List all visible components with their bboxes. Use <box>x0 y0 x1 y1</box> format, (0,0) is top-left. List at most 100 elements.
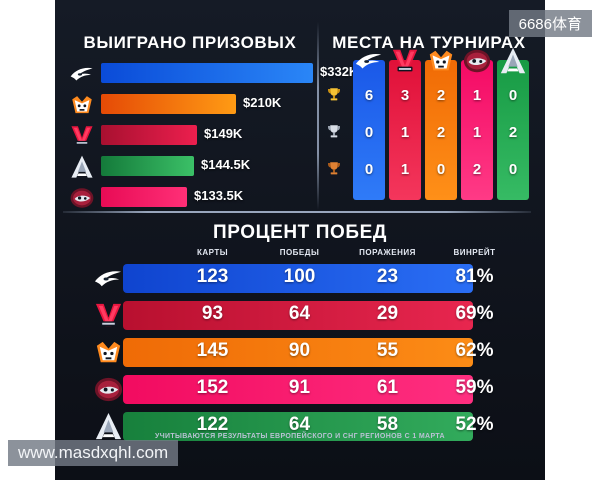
placement-count-bronze: 0 <box>508 161 518 178</box>
winrate-table-row: 122 64 58 52% <box>55 410 545 443</box>
prize-value-label: $144.5K <box>201 157 251 172</box>
placement-count-gold: 2 <box>436 87 446 104</box>
winrate-column-header: ПОРАЖЕНИЯ <box>359 248 416 257</box>
placement-count-gold: 1 <box>472 87 482 104</box>
watermark-top-right: 6686体育 <box>508 10 592 37</box>
hellraisers-logo <box>462 46 492 76</box>
winrate-cell-maps: 152 <box>196 377 229 398</box>
silver-trophy-icon <box>324 123 344 143</box>
winrate-table-body: 123 100 23 81% 93 64 29 69% 145 90 55 62% 152 91 61 59%… <box>55 262 545 447</box>
prize-value-label: $332K <box>320 64 359 79</box>
placement-column: 6 0 0 <box>353 53 385 200</box>
vpprodigy-logo <box>390 46 420 76</box>
gold-trophy-icon <box>324 86 344 106</box>
prize-bar <box>101 63 313 83</box>
winrate-cell-wins: 100 <box>283 266 316 287</box>
placement-count-bronze: 0 <box>436 161 446 178</box>
winrate-cell-losses: 23 <box>376 266 399 287</box>
prize-row: $210K <box>63 91 313 118</box>
virtuspro-logo <box>69 92 95 118</box>
placement-count-bronze: 0 <box>364 161 374 178</box>
placement-count-silver: 1 <box>472 124 482 141</box>
placement-count-gold: 6 <box>364 87 374 104</box>
placement-count-silver: 0 <box>364 124 374 141</box>
winrate-table-row: 123 100 23 81% <box>55 262 545 295</box>
placement-count-bronze: 2 <box>472 161 482 178</box>
winrate-row-bar <box>123 264 473 293</box>
winrate-row-bar <box>123 301 473 330</box>
vpprodigy-logo <box>93 300 124 331</box>
bronze-trophy-icon <box>324 160 344 180</box>
placement-count-bronze: 1 <box>400 161 410 178</box>
winrate-row-bar <box>123 412 473 441</box>
winrate-section-title: ПРОЦЕНТ ПОБЕД <box>212 222 388 243</box>
winrate-table-row: 93 64 29 69% <box>55 299 545 332</box>
placement-column: 1 1 2 <box>461 49 493 200</box>
hellraisers-logo <box>93 374 124 405</box>
placement-count-silver: 2 <box>508 124 518 141</box>
prize-money-chart: $332K $210K $149K $144.5K $133.5K <box>63 60 358 215</box>
prize-row: $149K <box>63 122 313 149</box>
winrate-column-header: КАРТЫ <box>196 248 229 257</box>
winrate-cell-losses: 58 <box>376 414 399 435</box>
winrate-table-row: 145 90 55 62% <box>55 336 545 369</box>
prize-bar <box>101 125 197 145</box>
winrate-row-bar <box>123 375 473 404</box>
prize-value-label: $149K <box>204 126 243 141</box>
winrate-cell-winrate: 69% <box>455 303 494 324</box>
winrate-cell-wins: 91 <box>288 377 311 398</box>
winrate-cell-winrate: 52% <box>455 414 494 435</box>
winrate-cell-losses: 55 <box>376 340 399 361</box>
trophy-rank-column <box>321 60 347 200</box>
winrate-table-row: 152 91 61 59% <box>55 373 545 406</box>
placement-count-gold: 0 <box>508 87 518 104</box>
placement-column: 2 2 0 <box>425 50 457 200</box>
placement-column: 0 2 0 <box>497 47 529 200</box>
winrate-row-bar <box>123 338 473 367</box>
prize-row: $332K <box>63 60 358 87</box>
footnote-text: УЧИТЫВАЮТСЯ РЕЗУЛЬТАТЫ ЕВРОПЕЙСКОГО И СН… <box>155 433 445 440</box>
secret-logo <box>69 61 95 87</box>
virtuspro-logo <box>93 337 124 368</box>
winrate-cell-wins: 90 <box>288 340 311 361</box>
winrate-column-header: ПОБЕДЫ <box>279 248 320 257</box>
tournament-placements-chart: 6 0 0 3 1 1 2 2 0 1 1 2 0 2 0 <box>317 47 535 200</box>
prize-value-label: $210K <box>243 95 282 110</box>
winrate-cell-maps: 145 <box>196 340 229 361</box>
placement-column: 3 1 1 <box>389 49 421 200</box>
alliance-logo <box>93 411 124 442</box>
prize-value-label: $133.5K <box>194 188 244 203</box>
winrate-cell-wins: 64 <box>288 414 311 435</box>
stats-card: ВЫИГРАНО ПРИЗОВЫХ МЕСТА НА ТУРНИРАХ $332… <box>55 0 545 480</box>
winrate-cell-losses: 29 <box>376 303 399 324</box>
vpprodigy-logo <box>69 123 95 149</box>
winrate-cell-wins: 64 <box>288 303 311 324</box>
placement-count-gold: 3 <box>400 87 410 104</box>
prize-bar <box>101 156 194 176</box>
winrate-table-header: КАРТЫ ПОБЕДЫ ПОРАЖЕНИЯ ВИНРЕЙТ <box>55 248 545 262</box>
winrate-cell-maps: 93 <box>201 303 224 324</box>
winrate-cell-losses: 61 <box>376 377 399 398</box>
winrate-column-header: ВИНРЕЙТ <box>453 248 496 257</box>
secret-logo <box>93 263 124 294</box>
hellraisers-logo <box>69 185 95 211</box>
winrate-cell-maps: 123 <box>196 266 229 287</box>
prize-bar <box>101 187 187 207</box>
winrate-cell-maps: 122 <box>196 414 229 435</box>
prize-bar <box>101 94 236 114</box>
virtuspro-logo <box>426 46 456 76</box>
vertical-divider <box>317 22 319 210</box>
secret-logo <box>354 46 384 76</box>
placement-count-silver: 2 <box>436 124 446 141</box>
watermark-bottom-left: www.masdxqhl.com <box>8 440 179 466</box>
winrate-cell-winrate: 59% <box>455 377 494 398</box>
placement-count-silver: 1 <box>400 124 410 141</box>
winrate-cell-winrate: 62% <box>455 340 494 361</box>
prize-row: $144.5K <box>63 153 313 180</box>
prize-row: $133.5K <box>63 184 313 211</box>
alliance-logo <box>498 46 528 76</box>
alliance-logo <box>69 154 95 180</box>
horizontal-divider <box>63 211 531 213</box>
winrate-cell-winrate: 81% <box>455 266 494 287</box>
